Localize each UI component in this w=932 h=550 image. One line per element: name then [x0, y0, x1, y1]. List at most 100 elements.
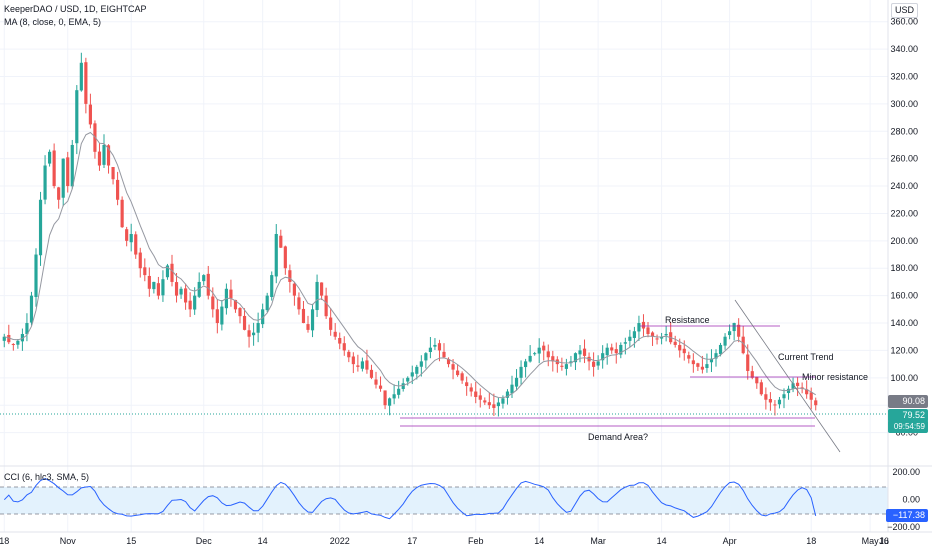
candle-body	[392, 394, 396, 399]
cci-legend[interactable]: CCI (6, hlc3, SMA, 5)	[4, 472, 90, 482]
prev-level-label: 90.08	[888, 395, 928, 408]
candle-body	[419, 361, 423, 367]
candle-body	[229, 289, 233, 299]
candle-body	[755, 376, 759, 384]
price-tick-label: 320.00	[890, 71, 918, 81]
time-tick-label: 18	[0, 536, 9, 546]
candle-body	[310, 309, 315, 331]
candle-body	[152, 281, 156, 290]
cci-tick-label: 200.00	[892, 467, 920, 477]
candle-body	[79, 62, 83, 91]
candle-body	[188, 300, 192, 310]
currency-badge[interactable]: USD	[890, 3, 918, 18]
time-tick-label: Apr	[723, 536, 737, 546]
candle-body	[718, 344, 723, 355]
candle-body	[206, 273, 210, 296]
candle-body	[791, 383, 795, 389]
price-tick-label: 260.00	[890, 154, 918, 164]
candle-body	[61, 158, 65, 198]
candle-body	[678, 345, 682, 351]
candle-body	[242, 315, 247, 330]
candle-body	[505, 391, 510, 398]
candle-body	[460, 373, 464, 381]
candle-body	[514, 377, 519, 387]
symbol-title[interactable]: KeeperDAO / USD, 1D, EIGHTCAP	[4, 4, 147, 14]
candle-body	[428, 347, 432, 353]
candle-body	[814, 400, 818, 406]
candle-body	[469, 387, 473, 392]
price-tick-label: 300.00	[890, 99, 918, 109]
candle-body	[687, 355, 691, 359]
cci-tick-label: −200.00	[887, 522, 920, 532]
candle-body	[247, 330, 251, 337]
candle-body	[496, 402, 500, 407]
candle-body	[193, 295, 197, 310]
candle-body	[261, 309, 265, 325]
candle-body	[415, 366, 419, 374]
candle-body	[301, 308, 306, 324]
candle-body	[43, 165, 47, 200]
candle-body	[233, 299, 238, 310]
candle-body	[641, 321, 646, 329]
cci-tick-label: 0.00	[902, 495, 920, 505]
candle-body	[165, 265, 170, 278]
candle-body	[578, 350, 582, 355]
candle-body	[38, 199, 43, 256]
candle-body	[605, 347, 609, 356]
price-axis[interactable]: 60.0080.00100.00120.00140.00160.00180.00…	[890, 17, 918, 438]
candle-body	[492, 404, 496, 408]
candle-body	[601, 353, 605, 361]
candle-body	[750, 371, 754, 378]
candle-body	[48, 151, 52, 164]
time-tick-label: Feb	[468, 536, 484, 546]
candle-body	[279, 235, 283, 248]
time-tick-label: 14	[657, 536, 667, 546]
candle-body	[333, 331, 337, 337]
resistance-label: Resistance	[665, 315, 710, 325]
candle-body	[437, 343, 442, 351]
time-tick-label: 17	[407, 536, 417, 546]
time-tick-label: 15	[126, 536, 136, 546]
candle-body	[660, 336, 664, 339]
candle-body	[292, 283, 296, 296]
candle-body	[156, 283, 160, 296]
candle-body	[782, 394, 786, 399]
ma-legend[interactable]: MA (8, close, 0, EMA, 5)	[4, 17, 102, 27]
candle-body	[732, 323, 736, 332]
candle-body	[582, 348, 587, 356]
candle-body	[238, 308, 242, 317]
candle-body	[714, 353, 718, 359]
time-tick-label: 16	[879, 536, 889, 546]
time-tick-label: Ju	[879, 536, 889, 546]
candle-body	[487, 402, 491, 406]
candle-body	[424, 353, 428, 361]
candle-body	[501, 398, 505, 404]
candle-body	[374, 379, 378, 385]
candle-body	[433, 344, 437, 347]
price-tick-label: 220.00	[890, 208, 918, 218]
cci-band	[0, 487, 888, 514]
candle-body	[274, 234, 278, 277]
candle-body	[546, 351, 550, 358]
candle-body	[66, 157, 70, 187]
grid-lines	[0, 0, 888, 532]
candle-body	[88, 104, 92, 125]
candle-body	[759, 382, 763, 395]
candle-body	[805, 389, 809, 395]
time-tick-label: Mar	[590, 536, 606, 546]
candle-body	[397, 388, 401, 395]
candle-body	[360, 361, 364, 369]
last-price-label: 79.52	[888, 409, 928, 422]
cci-axis[interactable]: 200.00 0.00 −200.00	[887, 467, 920, 532]
candle-body	[106, 145, 111, 166]
candle-body	[202, 275, 206, 282]
drawings	[400, 299, 841, 453]
price-tick-label: 120.00	[890, 345, 918, 355]
candle-body	[57, 187, 61, 200]
candle-body	[705, 364, 709, 368]
cci-value-label: −117.38	[886, 509, 928, 522]
candle-body	[764, 394, 768, 400]
time-tick-label: Dec	[196, 536, 213, 546]
